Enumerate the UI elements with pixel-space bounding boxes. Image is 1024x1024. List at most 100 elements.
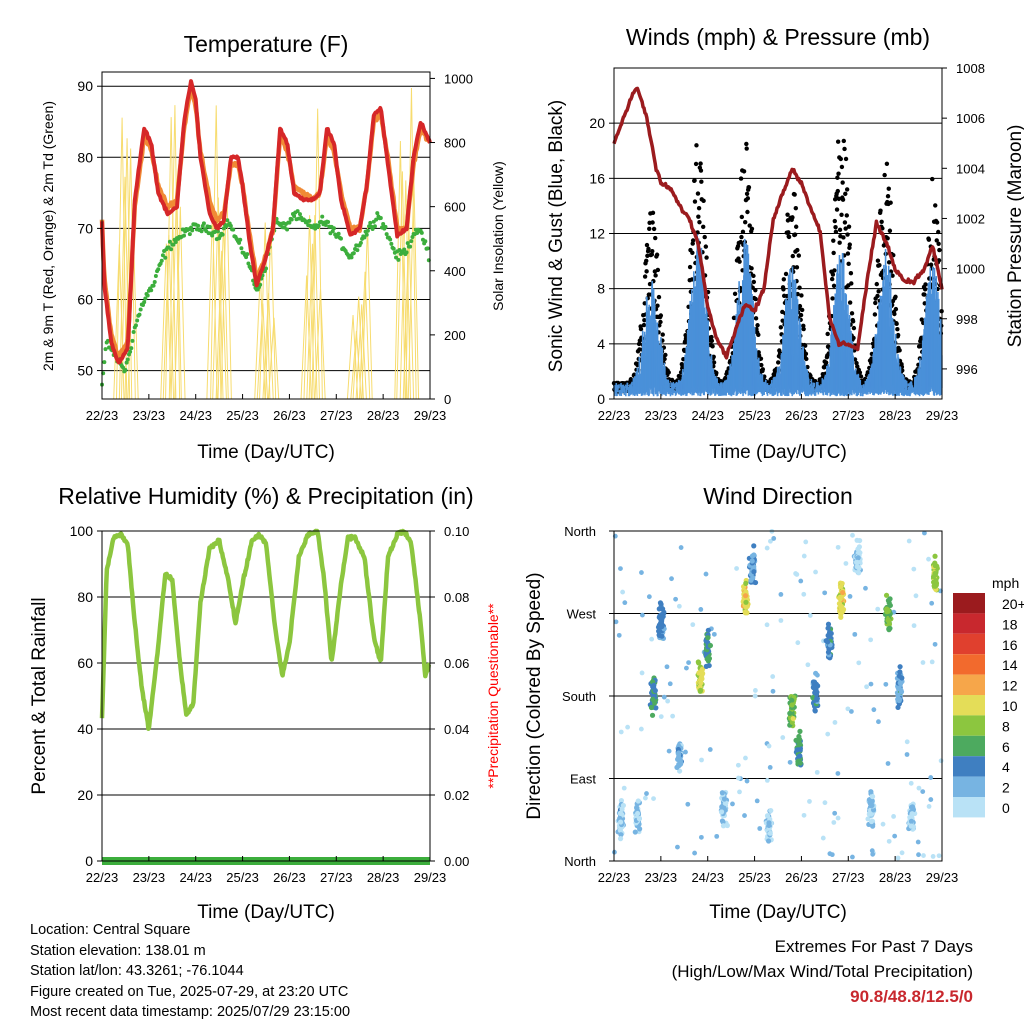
direction-point [751, 543, 757, 549]
x-tick-label: 24/23 [691, 870, 724, 885]
gust-point [831, 250, 836, 256]
colorbar-unit: mph [992, 575, 1019, 591]
y-tick-label: 12 [589, 226, 605, 242]
dewpoint-point [103, 347, 108, 352]
y2-tick-label: 998 [956, 312, 978, 327]
dewpoint-point [297, 212, 302, 217]
gust-point [836, 196, 842, 202]
direction-point [913, 593, 919, 599]
gust-point [669, 377, 675, 383]
gust-point [798, 312, 804, 318]
direction-point [908, 780, 914, 786]
solar-y-ticks: 0 200 400 600 800 1000 [430, 71, 473, 407]
winds-pressure-panel: Winds (mph) & Pressure (mb) 0 4 8 12 16 20 99… [546, 24, 1024, 463]
rh-line [99, 528, 432, 732]
gust-point [837, 227, 843, 233]
direction-y-ticks: North East South West North [562, 524, 614, 869]
gust-point [854, 360, 859, 366]
gust-point [755, 323, 760, 328]
direction-point [767, 830, 773, 836]
gust-point [644, 258, 649, 264]
gust-point [743, 219, 748, 225]
temperature-panel: Temperature (F) 50 60 70 80 90 0 200 400 600 800… [40, 31, 506, 463]
x-tick-label: 28/23 [367, 870, 400, 885]
winds-x-ticks: 22/23 23/23 24/23 25/23 26/23 27/23 28/23 29/23 [598, 394, 958, 423]
winds-x-label: Time (Day/UTC) [709, 442, 847, 463]
gust-point [831, 238, 836, 243]
extremes-values: 90.8/48.8/12.5/0 [850, 987, 973, 1006]
direction-point [646, 594, 652, 600]
direction-point [938, 758, 944, 764]
solar-spike [405, 87, 417, 400]
gust-point [651, 226, 657, 232]
y-tick-label: 16 [589, 170, 605, 186]
y2-tick-label: 0.08 [444, 590, 469, 605]
gust-point [888, 200, 893, 205]
dewpoint-point [423, 239, 428, 244]
x-tick-label: 22/23 [598, 870, 631, 885]
colorbar-label: 4 [1002, 759, 1010, 775]
direction-point [744, 778, 750, 784]
dewpoint-point [142, 300, 147, 305]
gust-point [834, 207, 840, 212]
gust-point [732, 315, 737, 321]
direction-point [778, 618, 784, 623]
dewpoint-point [133, 323, 138, 328]
solar-spike [358, 271, 371, 400]
solar-spike [355, 304, 367, 400]
direction-point [915, 839, 921, 845]
y-tick-label: 4 [597, 336, 605, 352]
dewpoint-point [409, 239, 414, 244]
dewpoint-point [370, 227, 375, 232]
dewpoint-point [351, 251, 356, 256]
x-tick-label: 29/23 [926, 870, 959, 885]
temp-9m-line [99, 83, 432, 358]
gust-point [744, 141, 749, 147]
gust-point [897, 348, 902, 353]
dewpoint-point [129, 346, 134, 351]
x-tick-label: 24/23 [179, 408, 212, 423]
direction-point [721, 796, 728, 802]
y2-tick-label: 1004 [956, 161, 985, 176]
x-tick-label: 26/23 [273, 870, 306, 885]
direction-point [618, 729, 624, 735]
station-info: Location: Central Square Station elevati… [30, 920, 350, 1023]
direction-point [639, 670, 645, 676]
gust-point [849, 311, 855, 316]
direction-point [730, 801, 735, 807]
gust-point [835, 188, 840, 194]
gust-point [793, 205, 799, 211]
y-tick-label: 50 [77, 363, 93, 379]
gust-point [934, 238, 939, 243]
dewpoint-point [239, 246, 244, 251]
y2-tick-label: 1006 [956, 111, 985, 126]
direction-point [825, 649, 832, 655]
gust-point [882, 172, 887, 178]
dewpoint-point [160, 253, 165, 258]
gust-point [930, 176, 935, 182]
gust-point [875, 258, 881, 263]
gust-point [698, 168, 704, 173]
temperature-x-ticks: 22/23 23/23 24/23 25/23 26/23 27/23 28/23 29/23 [86, 394, 446, 423]
direction-point [932, 553, 938, 559]
direction-point [911, 566, 917, 572]
direction-point [886, 625, 893, 631]
direction-point [616, 632, 622, 638]
gust-point [934, 220, 940, 225]
direction-point [835, 544, 841, 550]
location-text: Location: Central Square [30, 922, 191, 938]
direction-point [768, 538, 773, 544]
dewpoint-point [125, 357, 130, 362]
x-tick-label: 26/23 [785, 408, 818, 423]
temp-2m-line [100, 79, 432, 365]
direction-point [658, 601, 664, 607]
direction-point [771, 536, 777, 541]
humidity-y-ticks: 0 20 40 60 80 100 [70, 523, 102, 869]
direction-point [698, 834, 704, 840]
dewpoint-point [364, 232, 369, 237]
direction-point [908, 818, 915, 824]
direction-point [843, 561, 849, 566]
wind-direction-panel: Wind Direction North East South West North 2… [524, 483, 1024, 923]
direction-point [737, 789, 742, 795]
dewpoint-point [405, 241, 410, 246]
